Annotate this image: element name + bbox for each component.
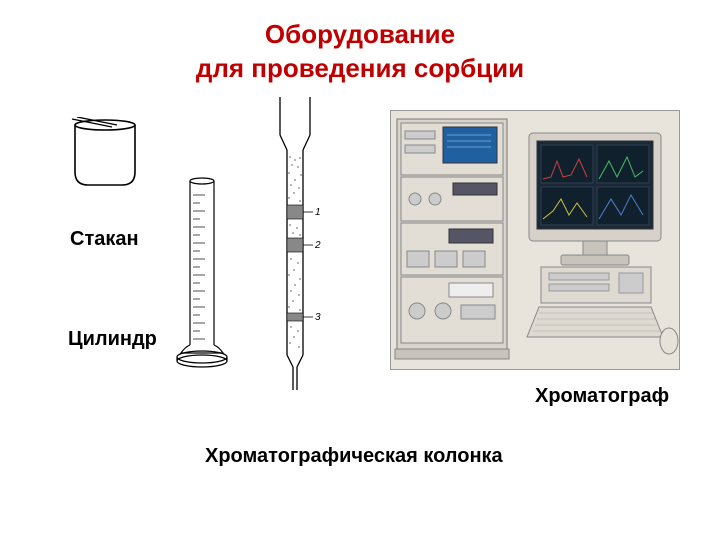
cylinder-label: Цилиндр bbox=[68, 328, 157, 351]
column-marker-1: 1 bbox=[315, 207, 321, 218]
cylinder-drawing bbox=[175, 175, 230, 375]
column-drawing: 1 2 3 bbox=[275, 95, 325, 395]
column-label: Хроматографическая колонка bbox=[205, 445, 503, 468]
beaker-label: Стакан bbox=[70, 228, 139, 251]
chromatograph-drawing bbox=[390, 110, 680, 370]
column-marker-3: 3 bbox=[315, 312, 321, 323]
title-line2: для проведения сорбции bbox=[196, 53, 524, 83]
chromatograph-label: Хроматограф bbox=[535, 385, 669, 408]
beaker-drawing bbox=[62, 117, 152, 192]
column-marker-2: 2 bbox=[314, 240, 321, 251]
page-title: Оборудование для проведения сорбции bbox=[0, 18, 720, 86]
title-line1: Оборудование bbox=[265, 19, 455, 49]
